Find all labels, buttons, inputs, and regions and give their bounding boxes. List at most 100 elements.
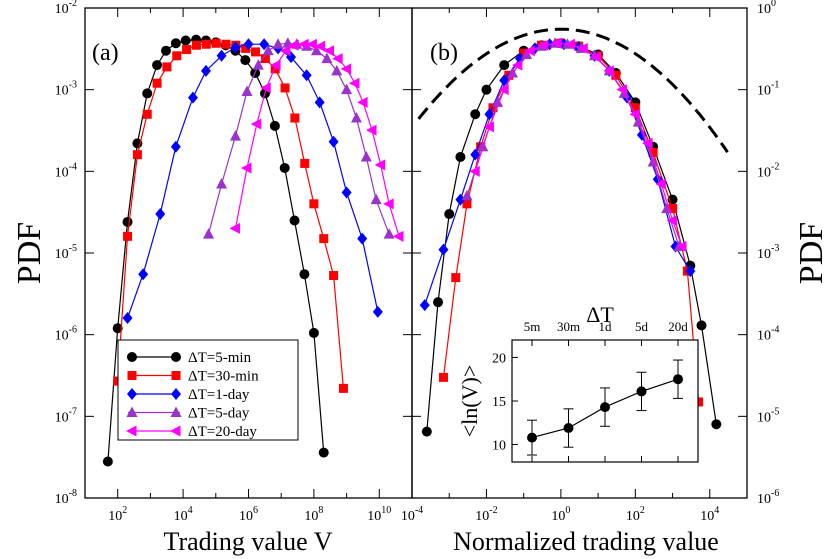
data-point bbox=[419, 299, 430, 312]
data-point bbox=[642, 137, 653, 149]
data-point bbox=[515, 52, 526, 65]
data-point bbox=[138, 268, 149, 281]
data-point bbox=[170, 38, 181, 49]
legend-marker bbox=[126, 406, 138, 417]
data-point bbox=[392, 230, 404, 242]
data-point bbox=[481, 84, 492, 95]
panel-a-chart: 102 104 106 108 1010 10-8 10-7 10-6 10-5 10-4 10-3… bbox=[55, 0, 413, 556]
y-tick-label-right: 10-1 bbox=[757, 80, 779, 99]
data-point bbox=[279, 162, 290, 173]
data-point bbox=[142, 88, 153, 99]
x-tick-label: 100 bbox=[551, 505, 570, 524]
data-point bbox=[370, 193, 382, 205]
data-point bbox=[461, 189, 473, 201]
data-point bbox=[696, 320, 707, 331]
data-point bbox=[252, 59, 264, 70]
inset-point bbox=[563, 423, 574, 434]
x-tick-label: 106 bbox=[239, 505, 258, 524]
x-tick-label: 10-2 bbox=[475, 505, 497, 524]
panel-b-label: (b) bbox=[430, 40, 458, 66]
data-point bbox=[155, 208, 166, 221]
data-point bbox=[603, 65, 614, 77]
y-tick-label: 10-2 bbox=[55, 0, 77, 17]
y-tick-label: 10-4 bbox=[55, 161, 77, 180]
data-point bbox=[262, 44, 274, 56]
data-point bbox=[332, 53, 343, 65]
data-point bbox=[577, 42, 588, 54]
data-point bbox=[314, 96, 325, 109]
y-tick-label-right: 10-2 bbox=[757, 161, 779, 180]
y-tick-label: 10-6 bbox=[55, 325, 77, 344]
data-point bbox=[357, 96, 368, 108]
inset-chart: ΔT <ln(V)> 10 15 20 5m 30m 1d 5d 20d bbox=[457, 302, 699, 463]
data-point bbox=[170, 140, 181, 153]
legend-entry: ΔT=5-min bbox=[188, 350, 252, 366]
data-point bbox=[551, 37, 562, 49]
legend-marker bbox=[127, 371, 137, 380]
data-point bbox=[180, 35, 191, 46]
data-point bbox=[711, 419, 722, 430]
data-point bbox=[203, 228, 215, 239]
x-tick-label: 104 bbox=[174, 505, 193, 524]
inset-y-tick-label: 10 bbox=[492, 439, 506, 454]
data-point bbox=[318, 447, 329, 458]
x-tick-label: 10-4 bbox=[401, 505, 423, 524]
inset-point bbox=[527, 432, 537, 443]
legend-marker bbox=[170, 406, 182, 417]
data-point bbox=[340, 63, 352, 75]
data-point bbox=[308, 327, 319, 338]
data-point bbox=[648, 148, 658, 158]
data-point bbox=[348, 77, 360, 89]
data-point bbox=[519, 48, 529, 58]
data-point bbox=[201, 39, 211, 49]
legend-marker bbox=[171, 352, 181, 362]
data-point bbox=[290, 113, 300, 123]
data-point bbox=[172, 51, 182, 61]
legend-entry: ΔT=1-day bbox=[188, 387, 250, 403]
data-point bbox=[112, 323, 123, 334]
data-point bbox=[438, 243, 449, 256]
x-tick-label: 102 bbox=[626, 505, 645, 524]
data-point bbox=[451, 273, 461, 283]
data-point bbox=[279, 45, 291, 57]
data-point bbox=[444, 209, 455, 220]
data-point bbox=[229, 130, 241, 141]
panel-a-label: (a) bbox=[92, 40, 119, 66]
inset-top-tick-label: 5d bbox=[635, 319, 649, 334]
data-point bbox=[676, 241, 687, 253]
legend-entry: ΔT=20-day bbox=[188, 424, 257, 440]
data-point bbox=[211, 38, 221, 48]
data-point bbox=[341, 83, 353, 95]
data-point bbox=[455, 193, 466, 206]
data-point bbox=[321, 52, 333, 64]
data-point bbox=[314, 40, 326, 52]
data-point bbox=[270, 64, 280, 74]
y-tick-label-right: 10-5 bbox=[757, 406, 779, 425]
data-point bbox=[611, 70, 621, 80]
data-point bbox=[122, 311, 133, 324]
data-point bbox=[685, 265, 696, 278]
series-line bbox=[117, 42, 344, 389]
inset-y-tick-label: 15 bbox=[492, 395, 506, 410]
data-point bbox=[132, 150, 142, 160]
data-point bbox=[374, 159, 386, 171]
data-point bbox=[383, 198, 394, 210]
legend-marker bbox=[126, 425, 137, 437]
reference-curve bbox=[417, 27, 729, 154]
data-point bbox=[341, 186, 352, 199]
y-tick-label-right: 10-3 bbox=[757, 243, 779, 262]
data-point bbox=[162, 62, 172, 72]
y-tick-label: 10-8 bbox=[55, 488, 77, 507]
data-point bbox=[260, 54, 270, 64]
legend-entry: ΔT=30-min bbox=[188, 369, 259, 385]
data-point bbox=[484, 108, 495, 121]
inset-point bbox=[600, 402, 610, 413]
data-point bbox=[455, 151, 466, 162]
series-4 bbox=[229, 38, 404, 242]
data-point bbox=[357, 232, 368, 245]
data-point bbox=[221, 39, 231, 49]
data-point bbox=[462, 199, 472, 209]
data-point bbox=[301, 69, 312, 82]
data-point bbox=[666, 215, 678, 227]
inset-top-label: ΔT bbox=[586, 302, 614, 327]
